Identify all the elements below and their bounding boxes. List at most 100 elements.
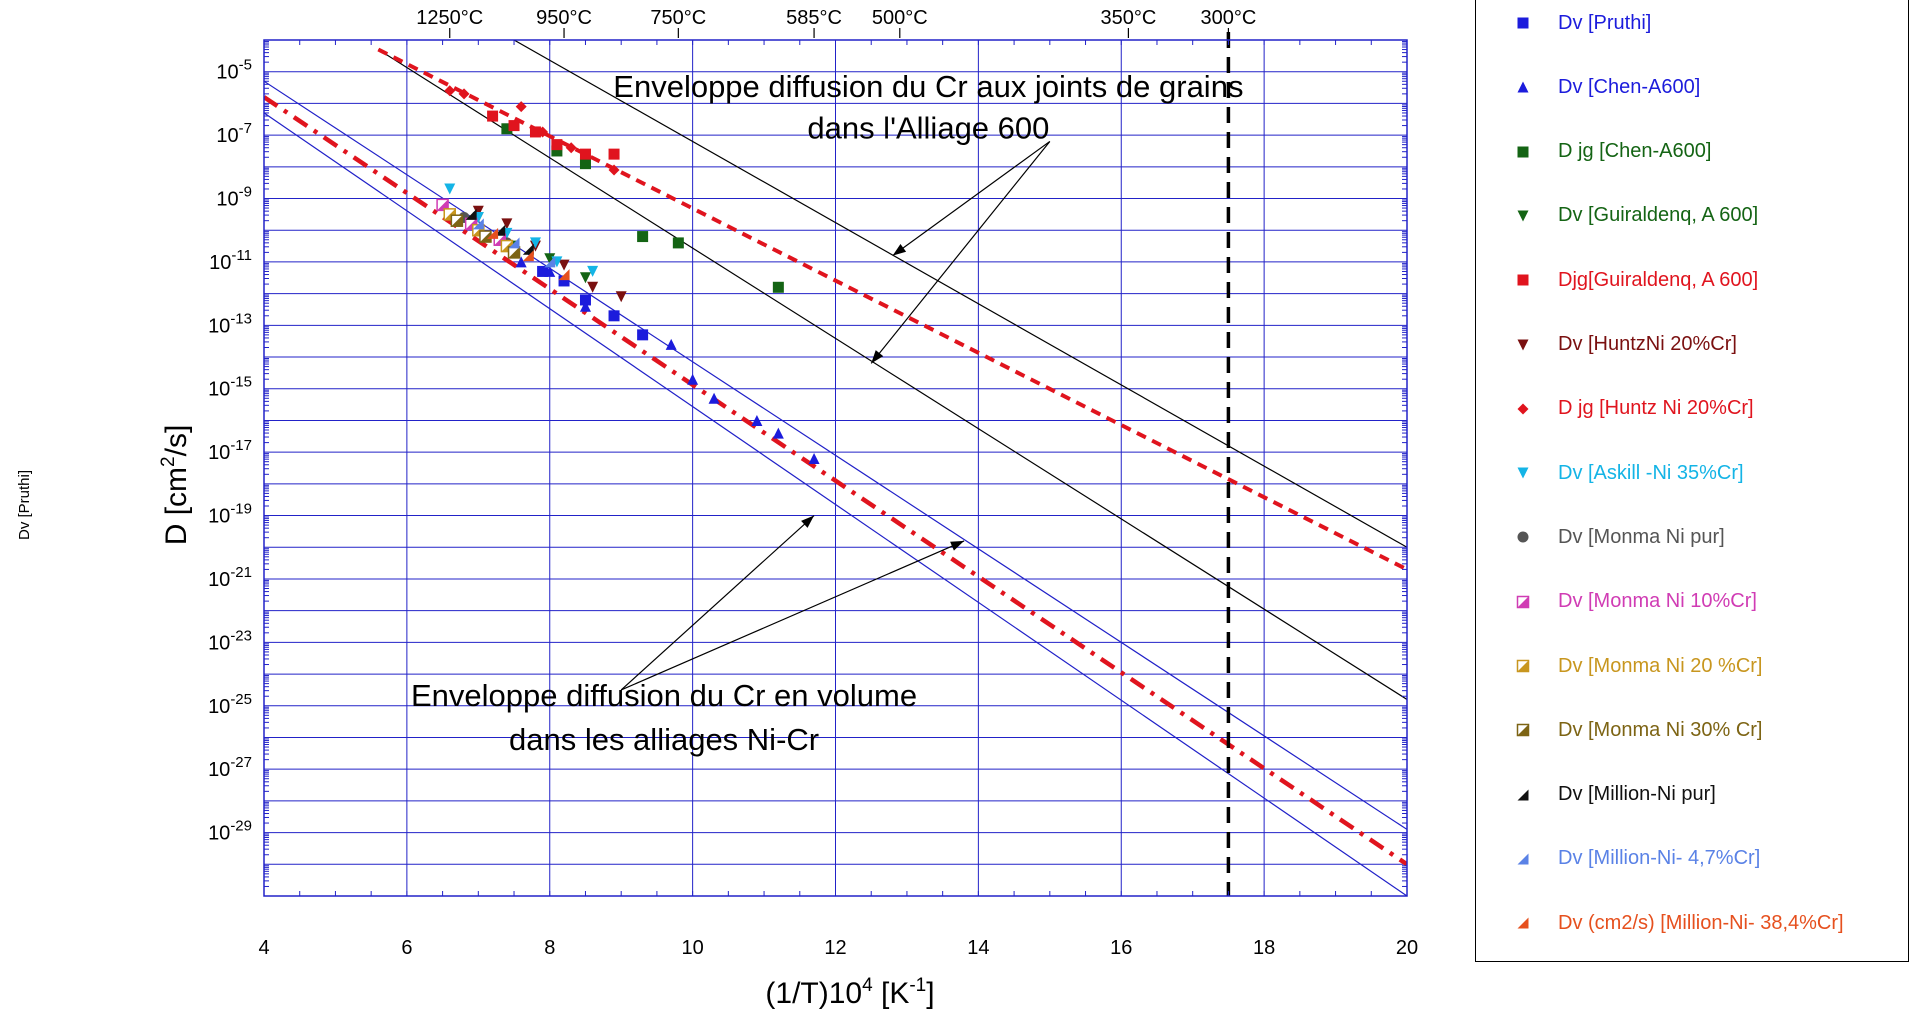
data-point bbox=[579, 294, 591, 306]
legend-item: Dv [Million-Ni- 4,7%Cr] bbox=[1516, 844, 1760, 874]
series-2 bbox=[501, 123, 784, 293]
y-tick-label: 10-13 bbox=[208, 310, 252, 337]
legend-marker-shape bbox=[1517, 917, 1529, 929]
data-point bbox=[579, 148, 591, 160]
data-point bbox=[565, 142, 577, 154]
legend: Dv [Pruthi] Dv [Chen-A600] D jg [Chen-A600… bbox=[1475, 0, 1909, 962]
series-14 bbox=[487, 227, 570, 281]
legend-marker bbox=[1516, 724, 1530, 737]
legend-label: Dv [Monma Ni 10%Cr] bbox=[1558, 590, 1757, 613]
y-tick-label: 10-17 bbox=[208, 437, 252, 464]
data-points bbox=[436, 85, 820, 464]
data-point bbox=[587, 265, 599, 277]
y-tick-label: 10-9 bbox=[216, 184, 252, 211]
y-tick-label: 10-7 bbox=[216, 120, 252, 147]
arrow-head bbox=[871, 350, 884, 364]
legend-item: Dv [Monma Ni 30% Cr] bbox=[1516, 715, 1763, 745]
arrow-line bbox=[620, 540, 965, 691]
envelope-line bbox=[377, 49, 1407, 700]
envelope-line bbox=[264, 112, 1407, 896]
x-tick-label: 12 bbox=[824, 937, 846, 959]
top-axis-label: 300°C bbox=[1201, 7, 1257, 29]
legend-marker-shape bbox=[1517, 210, 1529, 222]
data-point bbox=[772, 427, 784, 439]
x-tick-label: 6 bbox=[401, 937, 412, 959]
legend-label: Dv [Monma Ni 20 %Cr] bbox=[1558, 654, 1763, 677]
y-tick-label: 10-25 bbox=[208, 691, 252, 718]
legend-marker bbox=[1517, 210, 1529, 222]
data-point bbox=[558, 259, 570, 271]
data-point bbox=[558, 269, 570, 281]
data-point bbox=[458, 88, 470, 100]
top-axis-label: 1250°C bbox=[416, 7, 483, 29]
data-point bbox=[508, 120, 520, 132]
side-label: Dv [Pruthi] bbox=[16, 469, 33, 540]
legend-marker-shape bbox=[1517, 531, 1529, 543]
data-point bbox=[579, 272, 591, 284]
series-11 bbox=[450, 214, 521, 259]
data-point bbox=[472, 205, 484, 217]
y-tick-label: 10-15 bbox=[208, 374, 252, 401]
legend-item: Dv [Askill -Ni 35%Cr] bbox=[1516, 458, 1744, 488]
top-axis-label: 950°C bbox=[536, 7, 592, 29]
y-axis-label: D [cm2/s] bbox=[158, 425, 193, 546]
x-tick-label: 14 bbox=[967, 937, 989, 959]
annotation-text: dans les alliages Ni-Cr bbox=[509, 722, 819, 757]
x-tick-label: 10 bbox=[682, 937, 704, 959]
legend-label: Dv [HuntzNi 20%Cr] bbox=[1558, 333, 1737, 355]
legend-marker bbox=[1517, 467, 1529, 479]
legend-marker-shape bbox=[1517, 17, 1529, 29]
data-point-fill bbox=[437, 199, 449, 211]
data-point bbox=[587, 281, 599, 293]
arrow-head bbox=[801, 515, 815, 528]
legend-item: Dv [Monma Ni 10%Cr] bbox=[1516, 587, 1757, 617]
legend-marker-shape bbox=[1517, 467, 1529, 479]
annotation-arrows bbox=[620, 140, 1051, 691]
y-tick-label: 10-5 bbox=[216, 57, 252, 84]
legend-marker bbox=[1517, 531, 1529, 543]
y-tick-label: 10-27 bbox=[208, 754, 252, 781]
data-point bbox=[551, 139, 563, 151]
x-tick-label: 20 bbox=[1396, 937, 1418, 959]
legend-marker-shape bbox=[1517, 853, 1529, 865]
arrow-line bbox=[870, 141, 1051, 364]
data-point bbox=[465, 208, 477, 220]
legend-marker-shape bbox=[1517, 146, 1529, 158]
data-point bbox=[637, 329, 649, 341]
y-tick-label: 10-23 bbox=[208, 627, 252, 654]
data-point bbox=[529, 237, 541, 249]
y-tick-label: 10-21 bbox=[208, 564, 252, 591]
data-point bbox=[558, 275, 570, 287]
legend-label: Dv [Monma Ni pur] bbox=[1558, 525, 1725, 548]
legend-item: Dv [Monma Ni pur] bbox=[1516, 522, 1725, 552]
data-point bbox=[444, 183, 456, 195]
annotation-text: dans l'Alliage 600 bbox=[807, 110, 1049, 145]
legend-label: Dv [Million-Ni- 4,7%Cr] bbox=[1558, 847, 1761, 870]
chart: Enveloppe diffusion du Cr aux joints de … bbox=[158, 7, 1418, 1010]
data-point bbox=[508, 237, 520, 249]
legend-item: Dv [Guiraldenq, A 600] bbox=[1516, 201, 1758, 231]
data-point bbox=[615, 291, 627, 303]
data-point bbox=[579, 300, 591, 312]
legend-item: Dv [HuntzNi 20%Cr] bbox=[1516, 330, 1737, 360]
legend-label: Dv [Million-Ni pur] bbox=[1558, 783, 1716, 806]
x-tick-label: 16 bbox=[1110, 937, 1132, 959]
legend-item: D jg [Chen-A600] bbox=[1516, 137, 1711, 167]
legend-item: Djg[Guiraldenq, A 600] bbox=[1516, 265, 1758, 295]
legend-marker-shape bbox=[1517, 81, 1529, 93]
legend-label: Dv [Askill -Ni 35%Cr] bbox=[1558, 461, 1744, 484]
data-point bbox=[501, 123, 513, 135]
x-tick-label: 4 bbox=[258, 937, 269, 959]
data-point bbox=[772, 281, 784, 293]
data-point-fill bbox=[479, 231, 491, 243]
legend-item: Dv [Monma Ni 20 %Cr] bbox=[1516, 651, 1763, 681]
annotations: Enveloppe diffusion du Cr aux joints de … bbox=[411, 69, 1243, 757]
arrow-head bbox=[950, 540, 965, 551]
arrow-line bbox=[892, 140, 1051, 257]
data-point bbox=[515, 101, 527, 113]
legend-marker bbox=[1517, 917, 1529, 929]
legend-marker-shape bbox=[1517, 339, 1529, 350]
data-point bbox=[665, 338, 677, 350]
top-axis-label: 585°C bbox=[786, 7, 842, 29]
annotation-text: Enveloppe diffusion du Cr aux joints de … bbox=[613, 69, 1243, 104]
